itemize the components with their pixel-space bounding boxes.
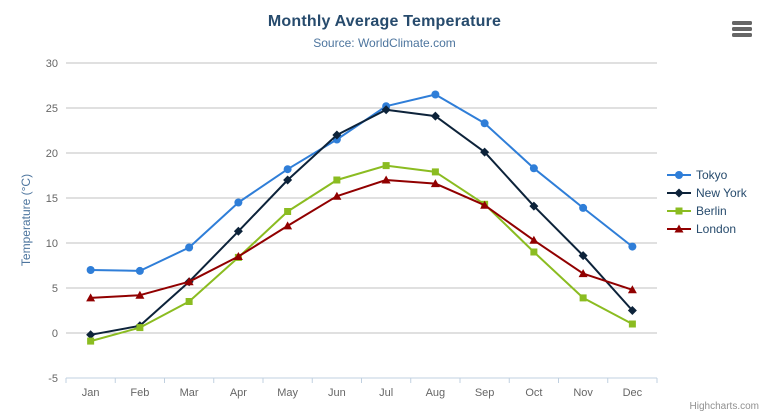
series-new-york bbox=[86, 105, 637, 340]
credits-link[interactable]: Highcharts.com bbox=[689, 401, 759, 412]
data-point-marker[interactable] bbox=[233, 252, 243, 260]
chart-subtitle: Source: WorldClimate.com bbox=[313, 36, 456, 50]
y-axis-label: 30 bbox=[46, 58, 58, 70]
data-point-marker[interactable] bbox=[381, 105, 391, 115]
data-point-marker[interactable] bbox=[529, 164, 538, 173]
legend-item-tokyo[interactable]: Tokyo bbox=[667, 166, 747, 184]
data-point-marker[interactable] bbox=[578, 269, 588, 278]
data-point-marker[interactable] bbox=[674, 224, 684, 233]
data-point-marker[interactable] bbox=[381, 175, 391, 184]
data-point-marker[interactable] bbox=[579, 203, 588, 212]
x-axis-label: Sep bbox=[475, 387, 495, 399]
x-axis-label: Jul bbox=[379, 387, 393, 399]
data-point-marker[interactable] bbox=[333, 176, 341, 184]
data-point-marker[interactable] bbox=[627, 306, 637, 315]
hamburger-icon bbox=[732, 21, 752, 25]
data-point-marker[interactable] bbox=[430, 111, 440, 121]
series-london bbox=[86, 175, 637, 302]
data-point-marker[interactable] bbox=[283, 221, 293, 230]
export-menu-button[interactable] bbox=[732, 21, 752, 37]
data-point-marker[interactable] bbox=[283, 175, 293, 185]
x-axis-label: May bbox=[277, 387, 298, 399]
data-point-marker[interactable] bbox=[332, 130, 342, 140]
data-point-marker[interactable] bbox=[135, 290, 145, 299]
square-series-marker-icon bbox=[667, 207, 691, 215]
data-point-marker[interactable] bbox=[529, 201, 539, 211]
data-point-marker[interactable] bbox=[86, 330, 96, 340]
data-point-marker[interactable] bbox=[86, 293, 96, 302]
legend-label: London bbox=[696, 222, 737, 236]
data-point-marker[interactable] bbox=[283, 165, 292, 174]
x-axis-label: Feb bbox=[130, 387, 149, 399]
data-point-marker[interactable] bbox=[627, 285, 637, 294]
data-point-marker[interactable] bbox=[382, 162, 390, 170]
circle-series-marker-icon bbox=[667, 171, 691, 179]
series-tokyo bbox=[86, 90, 637, 275]
series-line bbox=[89, 108, 634, 336]
x-axis-label: Oct bbox=[525, 387, 542, 399]
data-point-marker[interactable] bbox=[480, 147, 490, 157]
series-line bbox=[89, 164, 634, 343]
data-point-marker[interactable] bbox=[480, 200, 490, 209]
hamburger-icon bbox=[732, 33, 752, 37]
y-axis-label: 0 bbox=[52, 328, 58, 340]
data-point-marker[interactable] bbox=[233, 226, 243, 236]
legend-item-berlin[interactable]: Berlin bbox=[667, 202, 747, 220]
data-point-marker[interactable] bbox=[675, 171, 683, 179]
data-point-marker[interactable] bbox=[284, 208, 292, 215]
legend-label: Berlin bbox=[696, 204, 727, 218]
hamburger-icon bbox=[732, 27, 752, 31]
data-point-marker[interactable] bbox=[135, 266, 144, 275]
x-axis-label: Aug bbox=[426, 387, 446, 399]
triangle-series-marker-icon bbox=[667, 224, 691, 233]
x-axis-label: Dec bbox=[623, 387, 643, 399]
series-line bbox=[89, 179, 634, 299]
data-point-marker[interactable] bbox=[184, 277, 194, 286]
data-point-marker[interactable] bbox=[332, 191, 342, 200]
legend: Tokyo New York Berlin London bbox=[667, 166, 747, 238]
data-point-marker[interactable] bbox=[675, 207, 683, 215]
legend-label: Tokyo bbox=[696, 168, 728, 182]
series-line bbox=[89, 93, 634, 272]
data-point-marker[interactable] bbox=[579, 294, 587, 302]
x-axis-label: Jan bbox=[82, 387, 100, 399]
y-axis-label: 20 bbox=[46, 148, 58, 160]
y-axis-label: 5 bbox=[52, 283, 58, 295]
y-axis-label: -5 bbox=[48, 373, 58, 385]
data-point-marker[interactable] bbox=[87, 337, 95, 345]
data-point-marker[interactable] bbox=[185, 298, 193, 305]
chart-title: Monthly Average Temperature bbox=[267, 13, 502, 30]
diamond-series-marker-icon bbox=[667, 188, 691, 198]
data-point-marker[interactable] bbox=[86, 266, 95, 274]
data-point-marker[interactable] bbox=[578, 251, 588, 261]
data-point-marker[interactable] bbox=[234, 198, 243, 207]
data-point-marker[interactable] bbox=[628, 242, 637, 251]
y-axis-label: 25 bbox=[46, 103, 58, 115]
data-point-marker[interactable] bbox=[431, 90, 440, 99]
y-axis-title: Temperature (°C) bbox=[19, 173, 33, 267]
x-axis-label: Mar bbox=[180, 387, 199, 399]
data-point-marker[interactable] bbox=[628, 320, 636, 328]
data-point-marker[interactable] bbox=[529, 235, 539, 244]
x-axis-label: Apr bbox=[230, 387, 247, 399]
legend-item-london[interactable]: London bbox=[667, 220, 747, 238]
x-axis-label: Jun bbox=[328, 387, 346, 399]
y-axis-label: 15 bbox=[46, 193, 58, 205]
legend-label: New York bbox=[696, 186, 747, 200]
legend-item-new-york[interactable]: New York bbox=[667, 184, 747, 202]
data-point-marker[interactable] bbox=[136, 324, 144, 332]
data-point-marker[interactable] bbox=[185, 243, 194, 252]
data-point-marker[interactable] bbox=[430, 179, 440, 188]
y-axis-label: 10 bbox=[46, 238, 58, 250]
data-point-marker[interactable] bbox=[674, 188, 684, 198]
data-point-marker[interactable] bbox=[480, 119, 489, 128]
x-axis-label: Nov bbox=[573, 387, 593, 399]
data-point-marker[interactable] bbox=[530, 248, 538, 256]
data-point-marker[interactable] bbox=[431, 168, 439, 176]
